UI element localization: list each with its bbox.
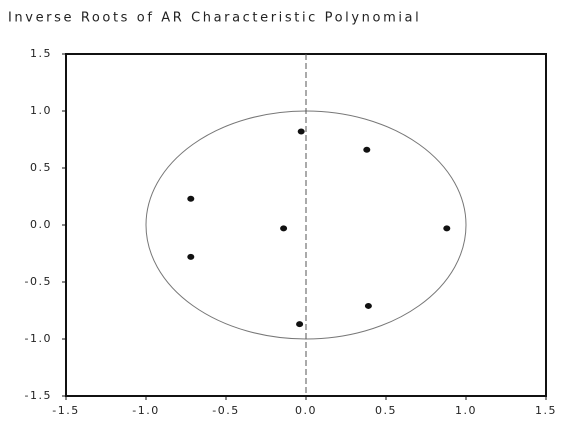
y-tick-label: -0.5 — [25, 275, 52, 288]
chart-title: Inverse Roots of AR Characteristic Polyn… — [8, 11, 421, 26]
root-point — [363, 146, 371, 153]
x-tick-label: -0.5 — [212, 404, 239, 417]
x-tick-label: 0.5 — [375, 404, 397, 417]
root-point — [187, 195, 195, 202]
root-point — [280, 225, 288, 232]
y-tick-label: 0.5 — [30, 161, 52, 174]
y-tick-label: 1.0 — [30, 104, 52, 117]
y-tick-label: -1.0 — [25, 332, 52, 345]
x-tick-label: -1.5 — [52, 404, 79, 417]
x-tick-label: -1.0 — [132, 404, 159, 417]
x-tick-label: 1.0 — [455, 404, 477, 417]
root-point — [443, 225, 451, 232]
x-tick-label: 1.5 — [535, 404, 557, 417]
y-tick-label: 1.5 — [30, 47, 52, 60]
root-point — [296, 321, 304, 328]
y-tick-label: -1.5 — [25, 389, 52, 402]
root-point — [297, 128, 305, 135]
root-point — [187, 253, 195, 260]
y-tick-label: 0.0 — [30, 218, 52, 231]
root-point — [364, 302, 372, 309]
x-tick-label: 0.0 — [295, 404, 317, 417]
